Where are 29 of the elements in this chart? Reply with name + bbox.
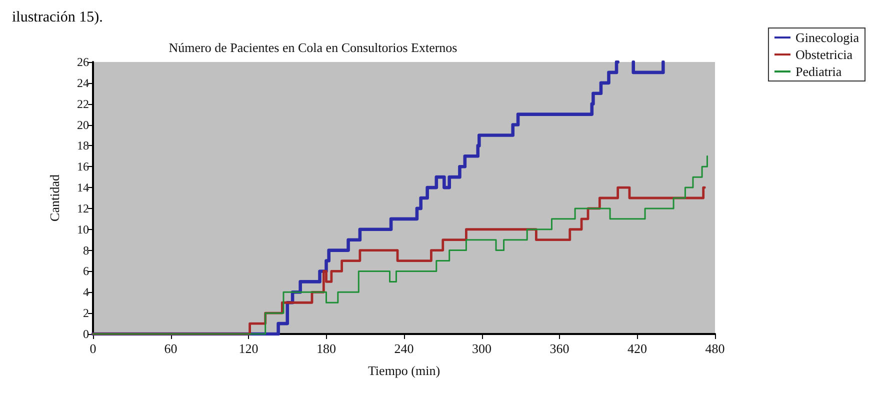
y-tick-label: 2	[83, 306, 89, 320]
y-tick-label: 18	[77, 138, 89, 153]
legend-label: Pediatria	[795, 64, 842, 79]
x-tick-label: 360	[550, 341, 570, 356]
legend-label: Ginecologia	[795, 30, 860, 45]
y-tick-label: 10	[77, 222, 89, 236]
x-axis-title: Tiempo (min)	[368, 363, 440, 378]
y-tick-label: 20	[77, 118, 89, 132]
x-tick-label: 180	[316, 341, 336, 356]
y-tick-label: 16	[77, 160, 89, 174]
y-axis-title: Cantidad	[47, 174, 62, 222]
y-tick-label: 22	[77, 96, 89, 111]
y-tick-label: 8	[83, 243, 89, 258]
y-tick-label: 4	[83, 285, 89, 300]
x-tick-label: 420	[628, 341, 647, 356]
x-tick-label: 120	[238, 341, 258, 356]
x-tick-label: 240	[394, 341, 414, 356]
y-tick-label: 26	[77, 55, 89, 69]
x-tick-label: 60	[164, 341, 178, 356]
y-tick-label: 6	[83, 264, 89, 278]
chart-title: Número de Pacientes en Cola en Consultorios Externos	[168, 40, 458, 55]
legend-label: Obstetricia	[795, 47, 853, 62]
y-tick-label: 24	[77, 76, 89, 90]
x-tick-label: 300	[472, 341, 492, 356]
y-tick-label: 12	[77, 201, 89, 216]
x-tick-label: 480	[705, 341, 725, 356]
text: ilustración 15).	[12, 10, 103, 26]
y-tick-label: 0	[83, 327, 89, 341]
y-tick-label: 14	[77, 180, 89, 195]
